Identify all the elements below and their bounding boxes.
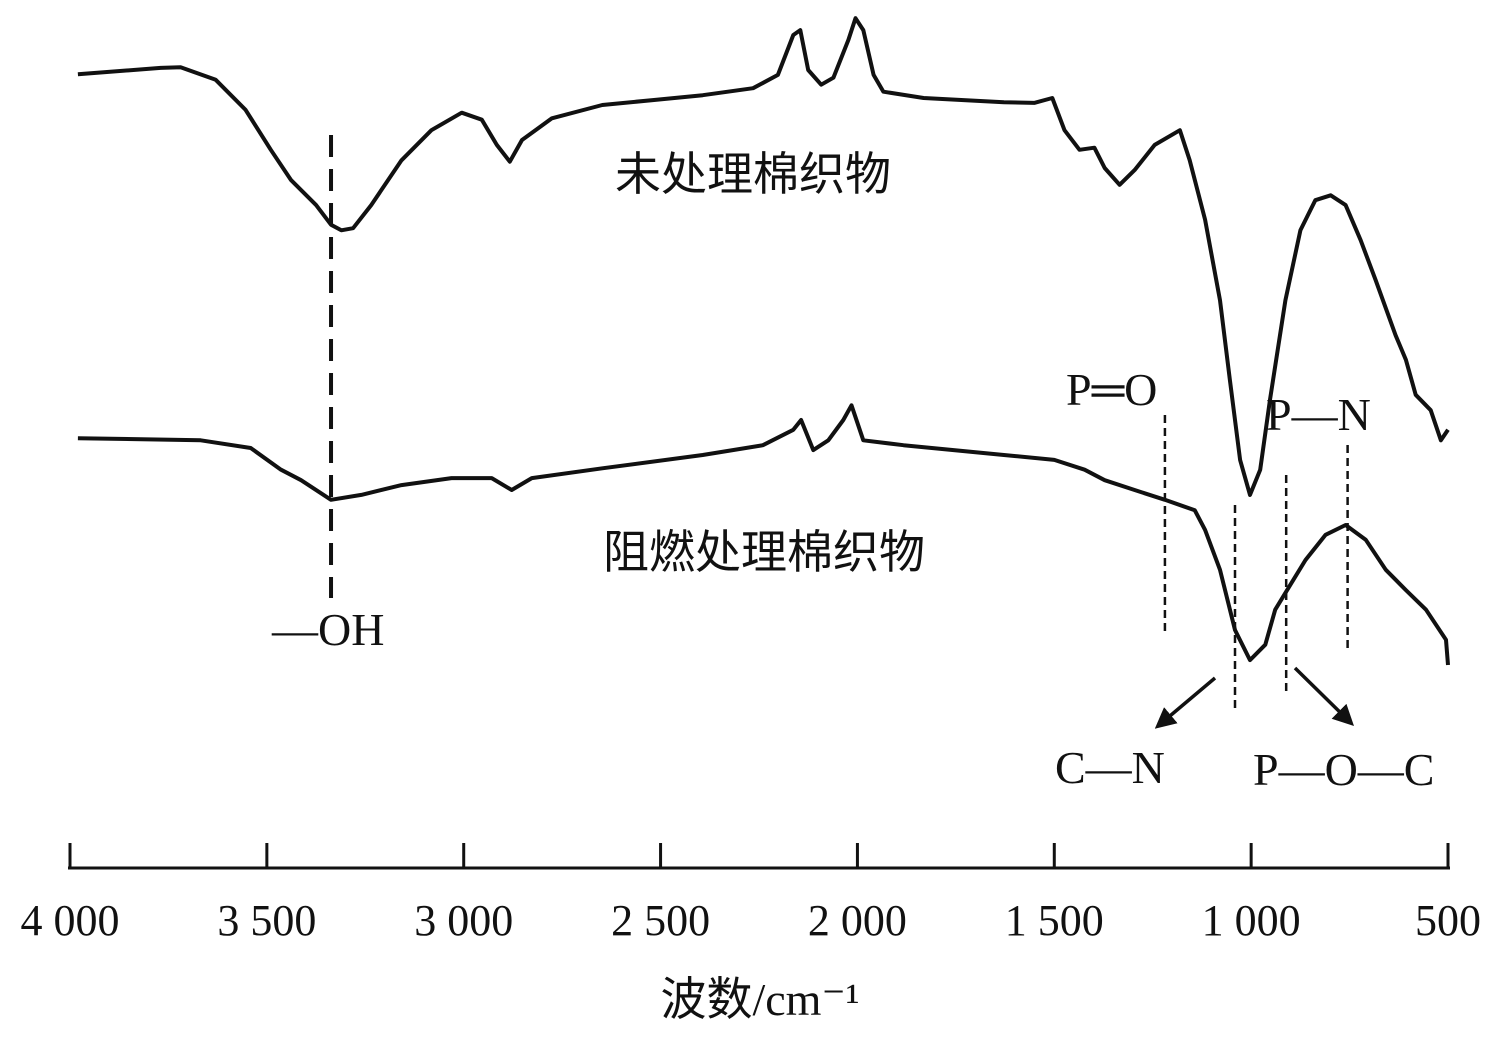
annotation-p-o-c: P—O—C (1253, 744, 1434, 795)
c-n-arrow (1154, 676, 1217, 729)
p-o-c-arrow (1293, 666, 1354, 726)
x-tick-label: 4 000 (21, 896, 120, 945)
annotation-oh: —OH (271, 604, 384, 655)
x-tick-label: 3 500 (217, 896, 316, 945)
x-ticks: 4 000 3 500 3 000 2 500 2 000 1 500 1 000 500 (21, 843, 1481, 945)
annotation-c-n: C—N (1055, 742, 1165, 793)
x-tick-label: 1 000 (1202, 896, 1301, 945)
annotation-lines (329, 135, 1349, 713)
series-label-untreated: 未处理棉织物 (615, 147, 891, 201)
annotation-p-o-double: P═O (1066, 364, 1157, 415)
series-line-treated (77, 403, 1450, 666)
x-tick-label: 2 500 (611, 896, 710, 945)
x-axis-label: 波数/cm⁻¹ (660, 974, 859, 1025)
x-tick-label: 500 (1415, 896, 1481, 945)
x-tick-label: 3 000 (414, 896, 513, 945)
x-tick-label: 2 000 (808, 896, 907, 945)
annotation-p-n: P—N (1266, 389, 1371, 440)
spectra-group (77, 16, 1450, 666)
series-line-untreated (77, 16, 1450, 497)
x-tick-label: 1 500 (1005, 896, 1104, 945)
series-label-treated: 阻燃处理棉织物 (603, 525, 925, 579)
